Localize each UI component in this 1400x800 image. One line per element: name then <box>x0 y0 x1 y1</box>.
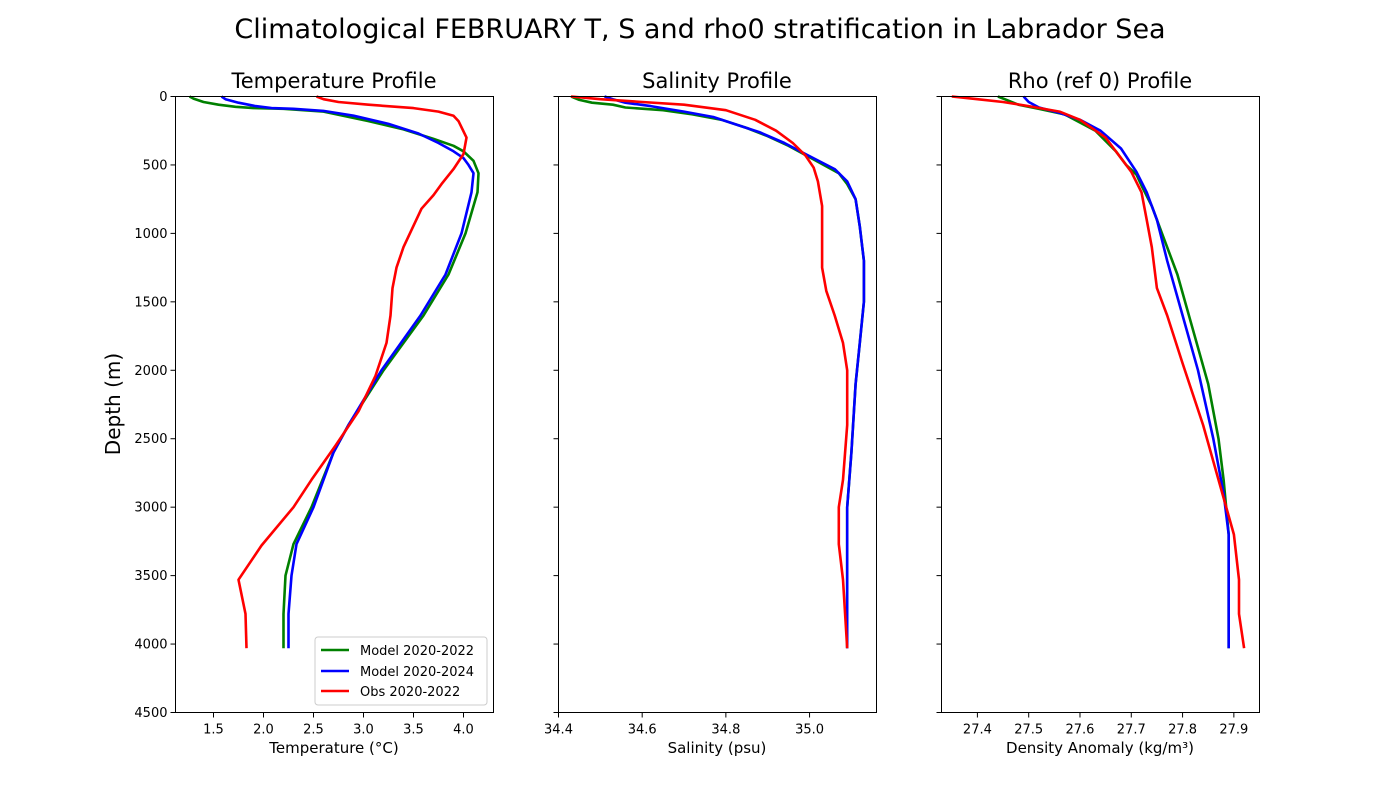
x-tick-label: 34.4 <box>544 723 573 738</box>
x-tick-label: 34.8 <box>711 723 740 738</box>
y-tick-label: 2000 <box>134 364 167 379</box>
legend-label: Obs 2020-2022 <box>360 685 460 700</box>
panel-title: Rho (ref 0) Profile <box>1008 69 1192 93</box>
legend-label: Model 2020-2024 <box>360 665 474 680</box>
x-tick-label: 34.6 <box>628 723 657 738</box>
x-tick-label: 27.7 <box>1117 723 1146 738</box>
x-tick-label: 2.5 <box>303 723 324 738</box>
ticks: 34.4 34.6 34.8 35.0 <box>544 96 824 738</box>
series-line-obs-2020-2022 <box>237 95 468 649</box>
y-tick-label: 3500 <box>134 569 167 584</box>
y-tick-label: 4000 <box>134 638 167 653</box>
axes-frame <box>941 96 1260 713</box>
plot-area <box>570 95 866 649</box>
y-tick-label: 0 <box>159 90 167 105</box>
plot-area <box>188 95 480 649</box>
x-tick-label: 27.4 <box>963 723 992 738</box>
x-axis-label: Density Anomaly (kg/m³) <box>1006 739 1194 757</box>
x-tick-label: 3.5 <box>403 723 424 738</box>
panel-title: Temperature Profile <box>231 69 437 93</box>
x-tick-label: 3.0 <box>353 723 374 738</box>
y-tick-label: 3000 <box>134 501 167 516</box>
y-tick-label: 4500 <box>134 706 167 721</box>
y-tick-label: 2500 <box>134 432 167 447</box>
density-panel: Rho (ref 0) Profile 27.4 27.5 27.6 27.7 27.8… <box>936 69 1260 757</box>
x-tick-label: 27.9 <box>1219 723 1248 738</box>
legend-entry: Obs 2020-2022 <box>321 685 460 700</box>
series-line-model-2020-2024 <box>220 95 475 649</box>
figure-title: Climatological FEBRUARY T, S and rho0 st… <box>234 14 1165 45</box>
y-tick-label: 1500 <box>134 295 167 310</box>
series-line-model-2020-2022 <box>570 95 866 649</box>
x-tick-label: 27.8 <box>1168 723 1197 738</box>
series-line-model-2020-2022 <box>188 95 480 649</box>
salinity-panel: Salinity Profile 34.4 34.6 34.8 35.0 Salini… <box>544 69 877 757</box>
y-axis-label: Depth (m) <box>101 353 125 455</box>
legend: Model 2020-2022 Model 2020-2024 Obs 2020… <box>314 636 488 706</box>
temperature-panel: Temperature Profile 1.5 2.0 2.5 3.0 3.5 4.0 0 5… <box>101 69 494 757</box>
x-tick-label: 1.5 <box>203 723 224 738</box>
legend-entry: Model 2020-2022 <box>321 644 474 659</box>
legend-entry: Model 2020-2024 <box>321 665 474 680</box>
legend-label: Model 2020-2022 <box>360 644 474 659</box>
series-line-obs-2020-2022 <box>570 95 849 649</box>
ticks: 1.5 2.0 2.5 3.0 3.5 4.0 0 500 1000 1500 2000 2500 30… <box>134 90 473 738</box>
x-axis-label: Salinity (psu) <box>668 739 767 757</box>
series-line-obs-2020-2022 <box>951 95 1246 649</box>
x-tick-label: 2.0 <box>253 723 274 738</box>
x-tick-label: 27.5 <box>1014 723 1043 738</box>
x-tick-label: 4.0 <box>453 723 474 738</box>
series-line-model-2020-2024 <box>604 95 866 649</box>
axes-frame <box>175 96 494 713</box>
plot-area <box>951 95 1246 649</box>
x-tick-label: 27.6 <box>1066 723 1095 738</box>
y-tick-label: 1000 <box>134 227 167 242</box>
axes-frame <box>558 96 877 713</box>
series-line-model-2020-2024 <box>1022 95 1230 649</box>
ticks: 27.4 27.5 27.6 27.7 27.8 27.9 <box>936 96 1248 738</box>
panel-title: Salinity Profile <box>642 69 792 93</box>
legend-box <box>314 636 488 706</box>
y-tick-label: 500 <box>143 158 168 173</box>
x-axis-label: Temperature (°C) <box>268 739 398 757</box>
series-line-model-2020-2022 <box>997 95 1230 649</box>
x-tick-label: 35.0 <box>795 723 824 738</box>
